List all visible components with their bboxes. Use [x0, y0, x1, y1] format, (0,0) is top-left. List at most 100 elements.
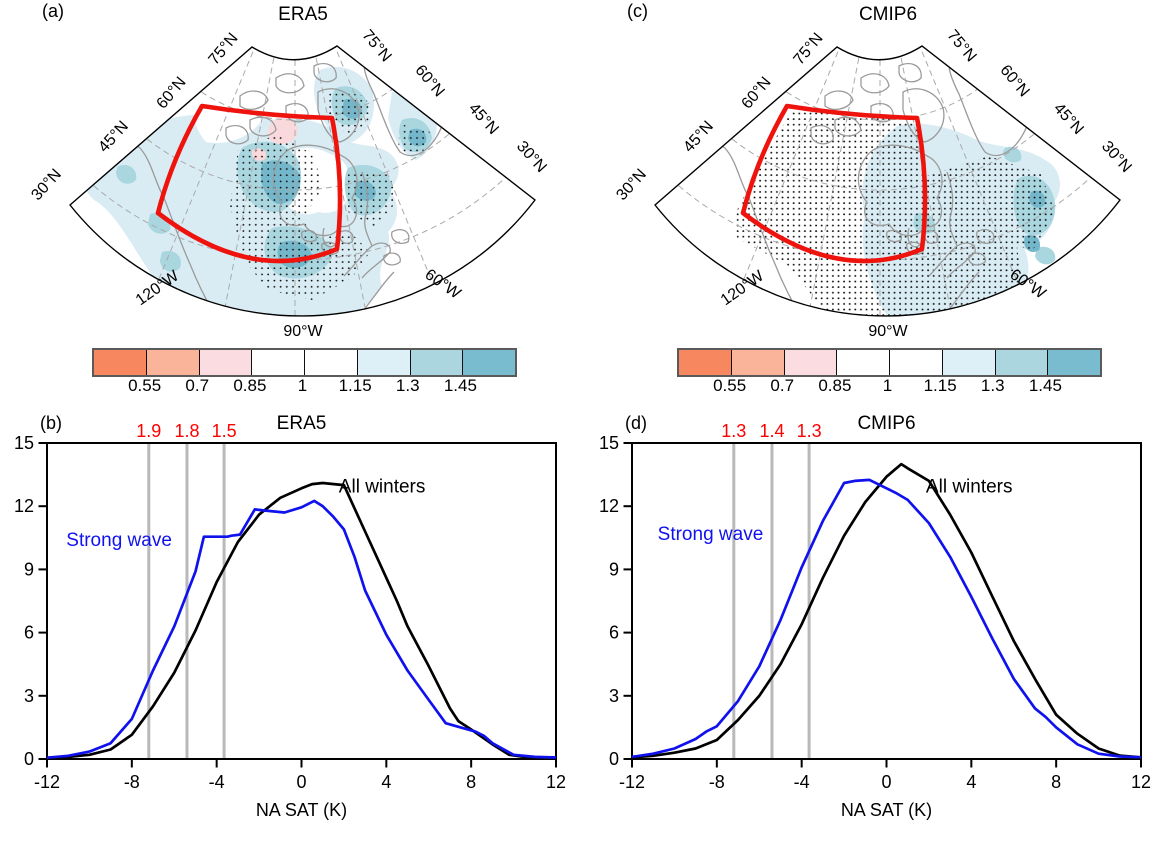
- colorbar-tick-label: 0.55: [128, 376, 162, 395]
- colorbar-tick-label: 1.45: [1028, 376, 1062, 395]
- map-a-content: [70, 46, 535, 316]
- chart-d-svg: 1.3 1.4 1.3 -12 -8 -4 0 4 8 12 0 3 6 9 12 15 All winters…: [599, 413, 1151, 820]
- panel-tag: (b): [40, 413, 62, 433]
- colorbar-labels-a: 0.55 0.7 0.85 1 1.15 1.3 1.45: [92, 376, 513, 398]
- x-tick-label: 12: [1131, 772, 1151, 792]
- x-tick-label: -8: [124, 772, 140, 792]
- panel-tag: (c): [627, 1, 648, 21]
- x-tick-label: 0: [881, 772, 891, 792]
- y-tick-label: 9: [24, 559, 34, 579]
- lat-label-left-75: 75°N: [791, 30, 827, 68]
- lon-label-90w: 90°W: [868, 323, 908, 340]
- colorbar-tick-label: 1.15: [923, 376, 957, 395]
- chart-b-svg: 1.9 1.8 1.5 -12 -8 -4 0 4 8 12 0 3 6 9 12 15 All winters…: [14, 413, 566, 820]
- panel-tag: (d): [625, 413, 647, 433]
- lat-label-right-60: 60°N: [411, 62, 447, 100]
- colorbar-tick-label: 1: [882, 376, 893, 395]
- colorbar-cell: [463, 350, 515, 375]
- y-tick-label: 15: [599, 433, 619, 453]
- threshold-risk-ratio-label: 1.5: [212, 421, 237, 441]
- colorbar-cell: [942, 350, 996, 375]
- map-c-svg: (c) CMIP6 75°N 60°N 45°N 30°N 75°N 60°N …: [613, 1, 1135, 340]
- colorbar-tick-label: 0.7: [185, 376, 210, 395]
- lon-label-90w: 90°W: [283, 323, 323, 340]
- colorbar-cell: [252, 350, 305, 375]
- map-title: CMIP6: [859, 4, 917, 25]
- series-line-strong-wave: [631, 478, 1142, 759]
- x-tick-label: 4: [381, 772, 391, 792]
- colorbar-tick-label: 1: [297, 376, 308, 395]
- x-tick-label: 0: [296, 772, 306, 792]
- plot-frame: [631, 442, 1142, 760]
- colorbar-tick-label: 0.85: [818, 376, 852, 395]
- map-title: ERA5: [278, 4, 328, 25]
- chart-title: CMIP6: [857, 413, 915, 434]
- colorbar-cell: [890, 350, 943, 375]
- y-tick-label: 12: [599, 496, 619, 516]
- y-tick-label: 12: [14, 496, 34, 516]
- shade-lightblue-west: [79, 89, 114, 127]
- colorbar-cell: [679, 350, 732, 375]
- threshold-risk-ratio-label: 1.3: [721, 421, 746, 441]
- panel-b-chart-era5: 1.9 1.8 1.5 -12 -8 -4 0 4 8 12 0 3 6 9 12 15 All winters…: [0, 410, 585, 841]
- colorbar-cell: [199, 350, 253, 375]
- y-tick-label: 6: [609, 623, 619, 643]
- lat-label-right-60: 60°N: [996, 62, 1032, 100]
- x-tick-label: 8: [1051, 772, 1061, 792]
- colorbar-c: [677, 348, 1102, 377]
- colorbar-tick-label: 0.85: [233, 376, 267, 395]
- panel-d-chart-cmip6: 1.3 1.4 1.3 -12 -8 -4 0 4 8 12 0 3 6 9 12 15 All winters…: [585, 410, 1165, 841]
- y-tick-label: 15: [14, 433, 34, 453]
- colorbar-cell: [837, 350, 890, 375]
- x-axis-label: NA SAT (K): [256, 800, 347, 820]
- lat-label-left-30: 30°N: [28, 166, 65, 204]
- lat-label-right-75: 75°N: [943, 27, 979, 65]
- colorbar-a: [92, 348, 517, 377]
- threshold-risk-ratio-label: 1.9: [136, 421, 161, 441]
- lat-label-left-75: 75°N: [206, 30, 242, 68]
- y-tick-label: 0: [609, 749, 619, 769]
- lat-label-left-45: 45°N: [95, 118, 132, 156]
- y-tick-label: 0: [24, 749, 34, 769]
- colorbar-cell: [784, 350, 838, 375]
- shade-white-hole-nw: [194, 106, 262, 144]
- lat-label-right-30: 30°N: [1098, 138, 1135, 176]
- series-label-strong-wave: Strong wave: [66, 530, 172, 551]
- y-tick-label: 3: [24, 686, 34, 706]
- y-tick-label: 9: [609, 559, 619, 579]
- lat-label-left-45: 45°N: [680, 118, 717, 156]
- series-line-all-winters: [631, 462, 1142, 759]
- lat-label-right-45: 45°N: [465, 100, 502, 138]
- colorbar-cell: [1048, 350, 1100, 375]
- colorbar-cell: [995, 350, 1049, 375]
- panel-c-map-cmip6: (c) CMIP6 75°N 60°N 45°N 30°N 75°N 60°N …: [585, 0, 1165, 410]
- colorbar-cell: [305, 350, 358, 375]
- colorbar-cell: [410, 350, 464, 375]
- y-tick-label: 3: [609, 686, 619, 706]
- lat-label-right-45: 45°N: [1050, 100, 1087, 138]
- colorbar-cell: [357, 350, 411, 375]
- x-tick-label: -8: [709, 772, 725, 792]
- colorbar-cell: [94, 350, 147, 375]
- threshold-risk-ratio-label: 1.8: [174, 421, 199, 441]
- colorbar-tick-label: 1.45: [443, 376, 477, 395]
- x-axis-label: NA SAT (K): [841, 800, 932, 820]
- series-line-strong-wave: [46, 499, 557, 760]
- series-label-all-winters: All winters: [339, 477, 426, 498]
- lat-label-right-30: 30°N: [513, 138, 550, 176]
- colorbar-tick-label: 1.3: [395, 376, 420, 395]
- lat-label-right-75: 75°N: [358, 27, 394, 65]
- y-tick-label: 6: [24, 623, 34, 643]
- colorbar-tick-label: 0.7: [770, 376, 795, 395]
- series-line-all-winters: [46, 481, 557, 760]
- colorbar-tick-label: 1.15: [338, 376, 372, 395]
- panel-tag: (a): [42, 1, 64, 21]
- series-label-strong-wave: Strong wave: [658, 524, 764, 545]
- colorbar-cell: [731, 350, 785, 375]
- colorbar-tick-label: 1.3: [980, 376, 1005, 395]
- x-tick-label: -12: [619, 772, 645, 792]
- x-tick-label: 8: [466, 772, 476, 792]
- x-tick-label: -4: [794, 772, 810, 792]
- x-tick-label: -12: [34, 772, 60, 792]
